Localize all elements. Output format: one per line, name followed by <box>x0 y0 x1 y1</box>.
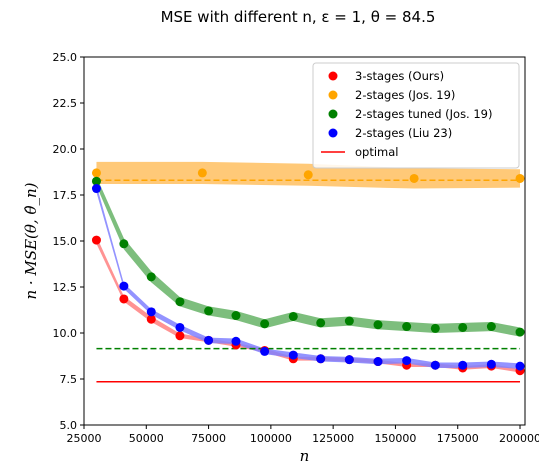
point-2-stages-tuned-jos-19 <box>486 322 496 332</box>
y-tick-label: 10.0 <box>53 327 78 340</box>
band-2-stages-tuned-jos-19 <box>96 176 521 337</box>
point-2-stages-tuned-jos-19 <box>204 306 214 316</box>
x-tick-label: 100000 <box>250 432 292 445</box>
band-2-stages-liu-23 <box>96 184 521 369</box>
point-2-stages-tuned-jos-19 <box>458 322 468 332</box>
point-2-stages-liu-23 <box>316 354 326 364</box>
band-3-stages-ours <box>96 236 521 373</box>
confidence-bands <box>96 161 521 373</box>
point-2-stages-tuned-jos-19 <box>119 239 129 249</box>
point-2-stages-tuned-jos-19 <box>344 316 354 326</box>
point-2-stages-liu-23 <box>288 350 298 360</box>
legend-marker-3-stages-ours <box>328 71 338 81</box>
point-2-stages-liu-23 <box>344 355 354 365</box>
legend: 3-stages (Ours) 2-stages (Jos. 19) 2-stage… <box>312 62 520 169</box>
point-2-stages-tuned-jos-19 <box>373 320 383 330</box>
point-2-stages-liu-23 <box>373 357 383 367</box>
x-tick-label: 200000 <box>499 432 539 445</box>
point-2-stages-tuned-jos-19 <box>146 272 156 282</box>
x-axis-label: n <box>300 447 310 465</box>
x-tick-label: 50000 <box>129 432 164 445</box>
point-2-stages-liu-23 <box>430 360 440 370</box>
x-tick-label: 25000 <box>67 432 102 445</box>
y-tick-label: 7.5 <box>60 373 78 386</box>
point-2-stages-jos-19 <box>515 173 525 183</box>
y-tick-label: 17.5 <box>53 189 78 202</box>
point-3-stages-ours <box>146 314 156 324</box>
y-tick-label: 15.0 <box>53 235 78 248</box>
legend-marker-2-stages-liu-23 <box>328 128 338 138</box>
point-2-stages-jos-19 <box>303 170 313 180</box>
point-2-stages-tuned-jos-19 <box>288 311 298 321</box>
point-2-stages-tuned-jos-19 <box>231 311 241 321</box>
legend-label-2-stages-jos-19: 2-stages (Jos. 19) <box>355 88 455 102</box>
data-points <box>91 168 525 376</box>
point-2-stages-liu-23 <box>175 322 185 332</box>
point-2-stages-jos-19 <box>91 168 101 178</box>
y-tick-label: 5.0 <box>60 419 78 432</box>
point-2-stages-tuned-jos-19 <box>402 322 412 332</box>
point-2-stages-liu-23 <box>402 356 412 366</box>
point-2-stages-liu-23 <box>458 360 468 370</box>
point-2-stages-tuned-jos-19 <box>175 297 185 307</box>
point-2-stages-tuned-jos-19 <box>260 319 270 329</box>
point-3-stages-ours <box>119 294 129 304</box>
point-2-stages-liu-23 <box>204 335 214 345</box>
point-2-stages-liu-23 <box>146 307 156 317</box>
x-tick-label: 175000 <box>437 432 479 445</box>
y-tick-label: 25.0 <box>53 51 78 64</box>
x-axis: 25000 50000 75000 100000 125000 150000 175000 2… <box>67 425 539 445</box>
y-axis-label: n · MSE(θ, θ̂_n) <box>22 182 40 299</box>
point-3-stages-ours <box>175 331 185 341</box>
chart-title: MSE with different n, ε = 1, θ = 84.5 <box>161 8 436 26</box>
legend-label-optimal: optimal <box>355 145 398 159</box>
legend-marker-2-stages-jos-19 <box>328 90 338 100</box>
point-2-stages-liu-23 <box>260 346 270 356</box>
point-3-stages-ours <box>91 235 101 245</box>
x-tick-label: 75000 <box>191 432 226 445</box>
legend-label-3-stages-ours: 3-stages (Ours) <box>355 69 444 83</box>
point-2-stages-liu-23 <box>515 361 525 371</box>
point-2-stages-liu-23 <box>486 359 496 369</box>
x-tick-label: 125000 <box>312 432 354 445</box>
legend-marker-2-stages-tuned-jos-19 <box>328 109 338 119</box>
point-2-stages-liu-23 <box>119 281 129 291</box>
point-2-stages-jos-19 <box>409 173 419 183</box>
y-tick-label: 22.5 <box>53 97 78 110</box>
reference-lines <box>96 179 521 383</box>
legend-label-2-stages-liu-23: 2-stages (Liu 23) <box>355 126 452 140</box>
point-2-stages-tuned-jos-19 <box>91 176 101 186</box>
legend-label-2-stages-tuned-jos-19: 2-stages tuned (Jos. 19) <box>355 107 493 121</box>
y-axis: 5.0 7.5 10.0 12.5 15.0 17.5 20.0 22.5 25.0 <box>53 51 84 432</box>
point-2-stages-liu-23 <box>231 336 241 346</box>
point-2-stages-tuned-jos-19 <box>430 323 440 333</box>
point-2-stages-jos-19 <box>197 168 207 178</box>
point-2-stages-tuned-jos-19 <box>316 318 326 328</box>
legend-box <box>312 62 520 169</box>
point-2-stages-liu-23 <box>91 184 101 194</box>
y-tick-label: 12.5 <box>53 281 78 294</box>
x-tick-label: 150000 <box>374 432 416 445</box>
y-tick-label: 20.0 <box>53 143 78 156</box>
point-2-stages-tuned-jos-19 <box>515 327 525 337</box>
